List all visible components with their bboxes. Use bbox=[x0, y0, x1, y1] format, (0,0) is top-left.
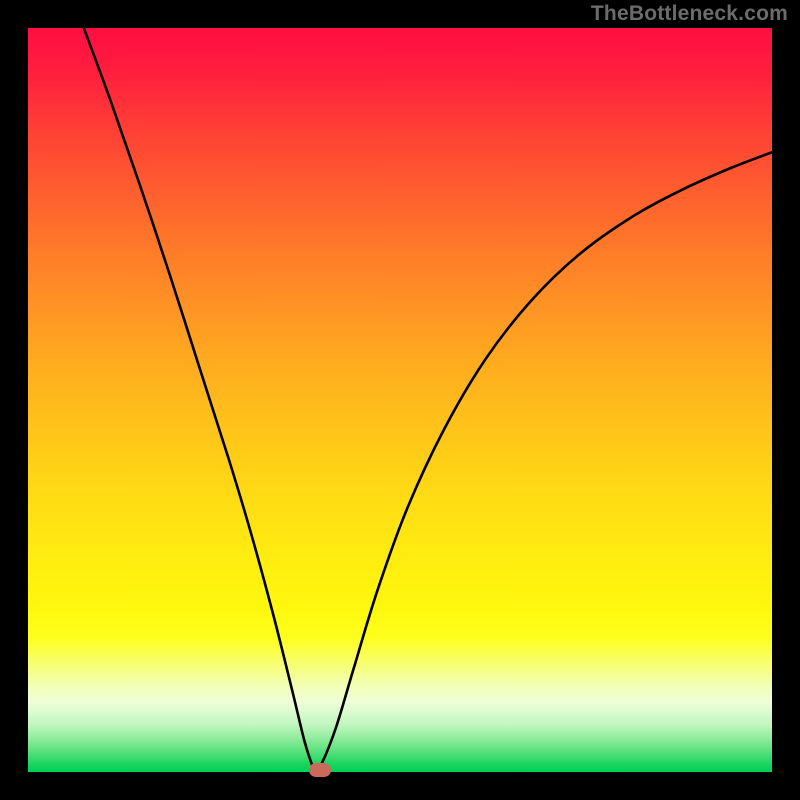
valley-marker bbox=[309, 763, 331, 777]
watermark-text: TheBottleneck.com bbox=[591, 2, 788, 26]
chart-frame: TheBottleneck.com bbox=[0, 0, 800, 800]
bottleneck-curve bbox=[28, 28, 772, 772]
plot-area bbox=[28, 28, 772, 772]
